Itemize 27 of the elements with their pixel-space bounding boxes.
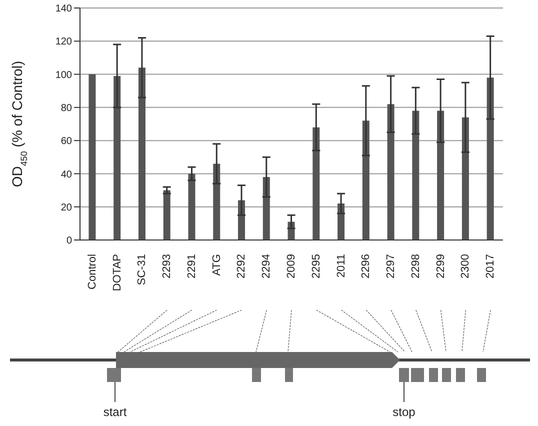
x-tick-label: DOTAP (111, 254, 124, 292)
x-tick-label: 2291 (186, 254, 198, 278)
x-tick-label: 2294 (260, 254, 273, 278)
x-tick-label: 2293 (161, 254, 174, 278)
y-tick-label: 20 (60, 202, 72, 214)
x-tick-label: 2296 (360, 254, 372, 278)
y-tick-label: 120 (55, 36, 72, 48)
y-tick-label: 60 (60, 136, 72, 148)
text: start (103, 405, 128, 419)
y-tick-label: 140 (55, 4, 72, 15)
x-tick-label: Control (86, 254, 98, 290)
x-tick-label: 2017 (484, 254, 497, 278)
y-tick-label: 0 (66, 236, 72, 247)
x-tick-label: 2298 (410, 254, 422, 278)
x-tick-label: 2299 (434, 254, 447, 278)
x-tick-label: 2300 (460, 254, 472, 278)
x-tick-label: 2295 (310, 254, 322, 278)
x-tick-label: 2009 (286, 254, 298, 278)
y-tick-label: 80 (60, 102, 72, 114)
y-tick-label: 40 (60, 169, 72, 180)
x-tick-label: SC-31 (136, 254, 148, 286)
x-tick-label: 2011 (335, 254, 348, 278)
text: stop (392, 405, 416, 419)
x-tick-label: ATG (210, 254, 223, 276)
x-tick-label: 2292 (236, 254, 248, 278)
x-tick-label: 2297 (385, 254, 398, 278)
y-tick-label: 100 (55, 70, 72, 81)
